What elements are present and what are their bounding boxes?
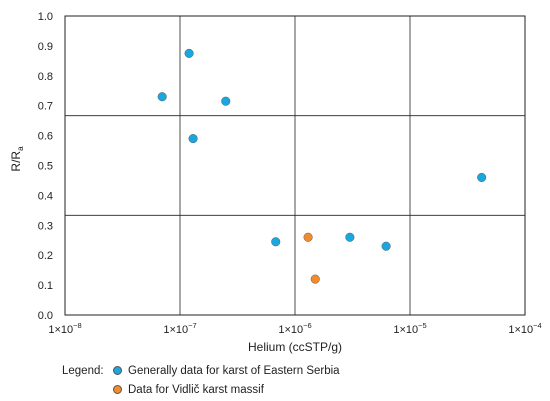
- data-point-eastern-serbia: [345, 232, 355, 242]
- chart-grid: [64, 15, 526, 316]
- y-tick-label: 0.9: [38, 41, 53, 53]
- legend-title: Legend:: [62, 364, 104, 377]
- y-tick-label: 0.2: [38, 250, 53, 262]
- y-axis-label-subscript: a: [16, 146, 25, 151]
- x-axis-label: Helium (ccSTP/g): [248, 340, 342, 354]
- legend: Legend: Generally data for karst of East…: [62, 361, 340, 399]
- x-tick-label: 1×10−4: [508, 321, 541, 336]
- y-tick-label: 0.7: [38, 101, 53, 113]
- y-tick-label: 0.4: [38, 190, 53, 202]
- y-tick-label: 0.3: [38, 220, 53, 232]
- data-point-eastern-serbia: [271, 237, 281, 247]
- x-tick-label: 1×10−8: [48, 321, 81, 336]
- x-tick-label: 1×10−5: [393, 321, 426, 336]
- x-tick-labels: 1×10−8 1×10−7 1×10−6 1×10−5 1×10−4: [48, 321, 541, 336]
- y-tick-label: 0.1: [38, 280, 53, 292]
- data-point-vidlic: [303, 232, 313, 242]
- y-tick-label: 1.0: [38, 11, 53, 23]
- data-point-eastern-serbia: [221, 96, 231, 106]
- y-tick-label: 0.6: [38, 131, 53, 143]
- y-tick-label: 0.8: [38, 71, 53, 83]
- y-axis-label-main: R/R: [9, 151, 23, 172]
- data-point-eastern-serbia: [188, 134, 198, 144]
- y-tick-label: 0.0: [38, 310, 53, 322]
- data-point-eastern-serbia: [184, 48, 194, 58]
- data-point-eastern-serbia: [381, 241, 391, 251]
- legend-label-eastern-serbia: Generally data for karst of Eastern Serb…: [128, 364, 340, 377]
- legend-row-eastern-serbia: Legend: Generally data for karst of East…: [62, 361, 340, 380]
- legend-marker-eastern-serbia: [113, 366, 122, 375]
- legend-row-vidlic: Data for Vidlič karst massif: [62, 380, 340, 399]
- x-tick-label: 1×10−7: [163, 321, 196, 336]
- legend-marker-vidlic: [113, 385, 122, 394]
- y-tick-labels: 0.0 0.1 0.2 0.3 0.4 0.5 0.6 0.7 0.8 0.9 1.0: [38, 11, 53, 322]
- data-points: [157, 48, 487, 284]
- data-point-eastern-serbia: [157, 92, 167, 102]
- data-point-eastern-serbia: [477, 172, 487, 183]
- data-point-vidlic: [310, 274, 320, 284]
- y-axis-label: R/Ra: [9, 146, 25, 172]
- x-tick-label: 1×10−6: [278, 321, 311, 336]
- legend-label-vidlic: Data for Vidlič karst massif: [128, 383, 264, 396]
- y-tick-label: 0.5: [38, 161, 53, 173]
